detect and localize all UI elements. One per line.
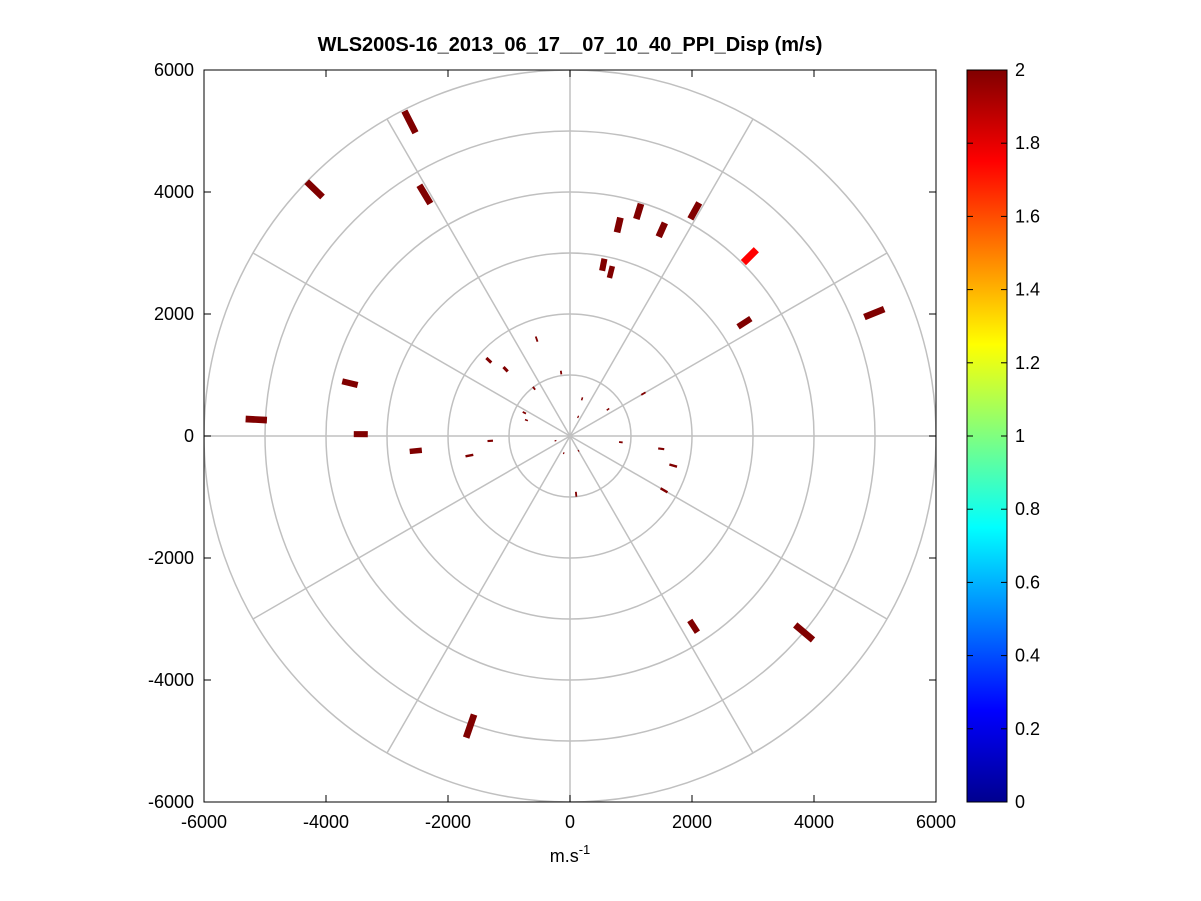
colorbar-tick-label: 1.4 <box>1015 280 1040 300</box>
data-marks <box>245 109 886 739</box>
data-point <box>532 386 536 391</box>
colorbar-tick-label: 1.6 <box>1015 206 1040 226</box>
y-tick-label: 6000 <box>154 60 194 80</box>
data-point <box>341 378 359 388</box>
data-point <box>655 221 668 239</box>
data-point <box>659 487 669 494</box>
data-point <box>487 439 494 443</box>
data-point <box>353 431 368 438</box>
polar-ring-1000 <box>508 374 632 498</box>
data-point <box>640 391 647 396</box>
x-tick-label: 2000 <box>672 812 712 832</box>
data-point <box>465 453 474 458</box>
colorbar-tick-label: 0.6 <box>1015 572 1040 592</box>
colorbar-tick-label: 0 <box>1015 792 1025 812</box>
polar-ring-2000 <box>447 313 693 559</box>
data-point <box>580 397 584 401</box>
polar-ring-5000 <box>264 130 876 742</box>
chart-title: WLS200S-16_2013_06_17__07_10_40_PPI_Disp… <box>318 34 823 56</box>
data-point <box>485 356 493 364</box>
data-point <box>658 447 665 451</box>
data-point <box>740 247 759 266</box>
x-tick-label: -4000 <box>303 812 349 832</box>
data-point <box>524 418 529 422</box>
data-point <box>687 201 703 221</box>
y-tick-label: -2000 <box>148 548 194 568</box>
axes: -6000 -4000 -2000 0 2000 4000 6000 -6000 -4000 -2… <box>148 60 956 832</box>
data-point <box>606 265 616 279</box>
data-point <box>562 452 565 455</box>
x-axis-label-superscript: -1 <box>579 842 591 857</box>
colorbar-tick-label: 1.2 <box>1015 353 1040 373</box>
data-point <box>401 109 419 135</box>
data-point <box>559 370 563 375</box>
y-tick-label: 0 <box>184 426 194 446</box>
data-point <box>736 315 753 330</box>
y-tick-label: -4000 <box>148 670 194 690</box>
x-axis-label-text: m.s <box>550 846 579 866</box>
x-tick-label: 0 <box>565 812 575 832</box>
y-tick-label: 4000 <box>154 182 194 202</box>
data-point <box>633 202 645 220</box>
polar-ring-4000 <box>325 191 815 681</box>
colorbar-tick-label: 2 <box>1015 60 1025 80</box>
y-tick-label: 2000 <box>154 304 194 324</box>
data-point <box>577 449 580 452</box>
colorbar-tick-label: 0.8 <box>1015 499 1040 519</box>
x-tick-label: 4000 <box>794 812 834 832</box>
y-tick-label: -6000 <box>148 792 194 812</box>
x-tick-label: -2000 <box>425 812 471 832</box>
data-point <box>304 179 325 200</box>
data-point <box>618 441 623 444</box>
data-point <box>669 463 678 468</box>
colorbar-tick-label: 1 <box>1015 426 1025 446</box>
colorbar-ticks: 0 0.2 0.4 0.6 0.8 1 1.2 1.4 1.6 1.8 2 <box>967 60 1040 812</box>
data-point <box>613 216 624 234</box>
data-point <box>577 415 580 419</box>
data-point <box>522 411 527 415</box>
data-point <box>502 366 509 373</box>
colorbar-tick-label: 0.4 <box>1015 646 1040 666</box>
data-point <box>599 258 608 272</box>
data-point <box>554 439 557 442</box>
polar-grid <box>204 70 936 802</box>
x-tick-label: 6000 <box>916 812 956 832</box>
x-axis-label: m.s-1 <box>550 842 591 866</box>
x-tick-label: -6000 <box>181 812 227 832</box>
colorbar-tick-label: 1.8 <box>1015 133 1040 153</box>
data-point <box>534 336 539 342</box>
data-point <box>606 407 610 411</box>
colorbar-tick-label: 0.2 <box>1015 719 1040 739</box>
polar-ring-3000 <box>386 252 754 620</box>
data-point <box>416 183 434 206</box>
data-point <box>863 305 886 321</box>
data-point <box>574 491 578 497</box>
data-point <box>245 415 268 424</box>
data-point <box>793 622 816 643</box>
data-point <box>462 713 478 739</box>
data-point <box>409 447 423 455</box>
data-point <box>687 618 700 634</box>
